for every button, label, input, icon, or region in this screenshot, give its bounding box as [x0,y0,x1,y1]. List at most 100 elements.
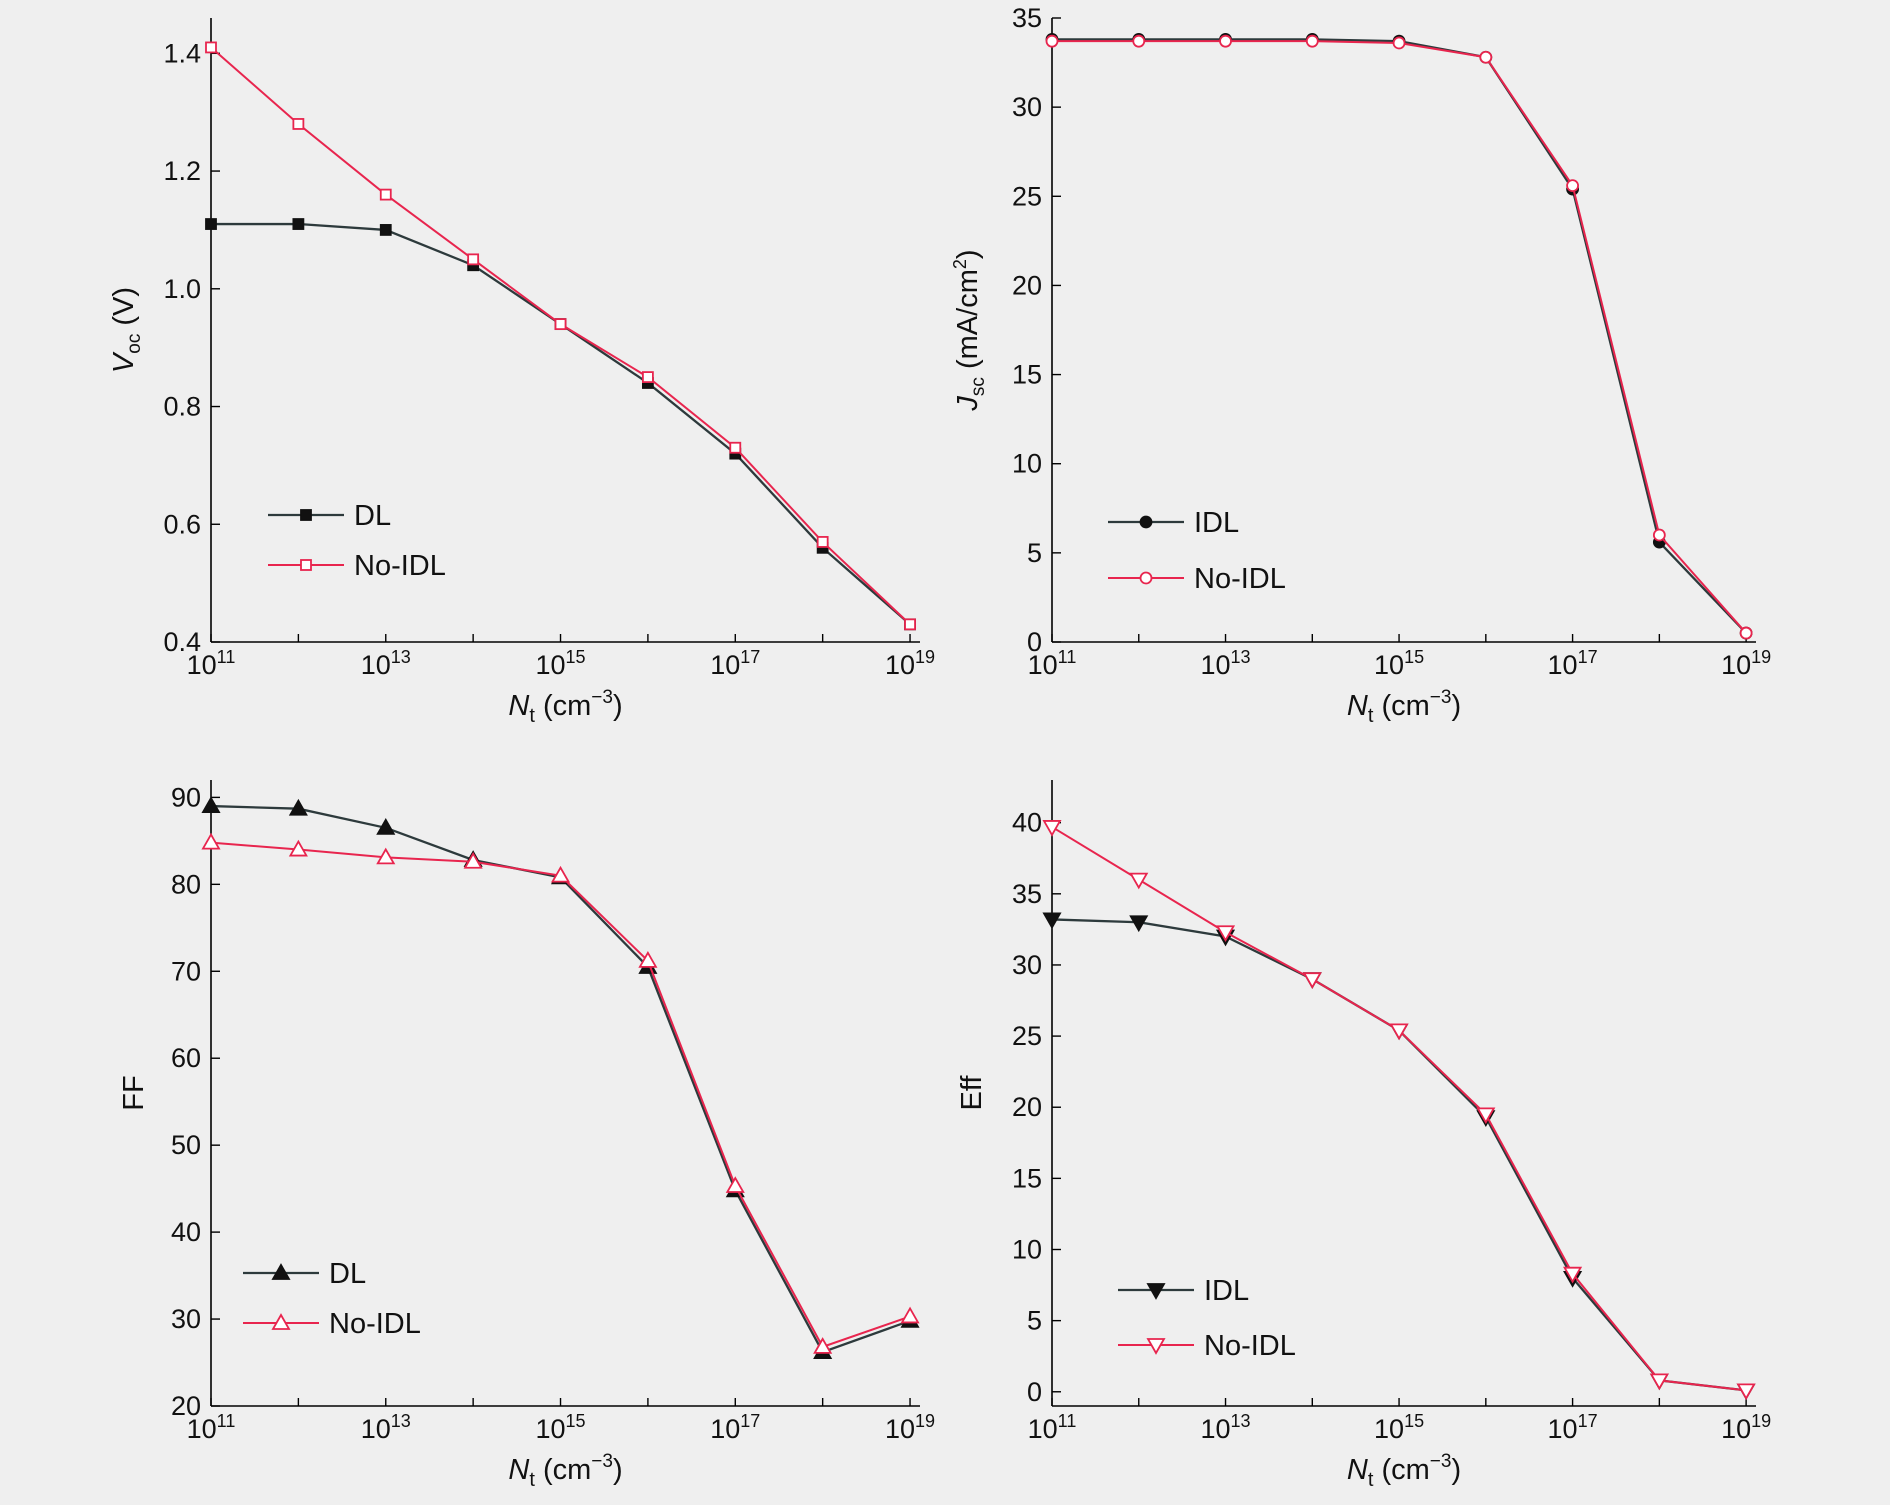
legend-label: IDL [1194,507,1239,539]
y-tick-label: 1.2 [163,156,201,186]
data-point-dl [288,798,308,816]
data-point-no-idl [292,118,305,130]
x-axis-label: Nt (cm−3) [1347,1451,1461,1491]
legend-marker [1146,1283,1166,1300]
data-point-no-idl [1215,925,1236,943]
data-point-no-idl [813,1337,833,1354]
x-tick-label: 1011 [1028,1411,1077,1444]
data-point-no-idl [205,41,217,54]
legend-label: No-IDL [1194,563,1286,595]
x-tick-label: 1011 [1028,647,1077,680]
y-tick-label: 1.4 [163,38,201,68]
series-line-idl [1052,38,1747,634]
y-tick-label: 10 [1012,449,1042,479]
chart-panel-bottom-left: 20 30 40 50 60 70 80 90 1011 1013 1015 1017 1019 Nt (… [118,780,935,1491]
data-point-no-idl [904,618,916,631]
data-point-dl [201,796,221,813]
y-tick-label: 0.8 [163,392,201,422]
y-tick-label: 0 [1027,1377,1042,1407]
y-tick-label: 35 [1012,879,1042,909]
y-tick-label: 30 [1012,92,1042,122]
y-tick-label: 25 [1012,1021,1042,1051]
x-tick-label: 1013 [361,647,411,680]
x-axis-label: Nt (cm−3) [508,1451,622,1491]
data-point-idl [1042,912,1062,930]
data-point-dl [292,218,305,230]
y-axis-label: Eff [956,1075,988,1111]
legend-label: IDL [1204,1275,1249,1307]
x-tick-label: 1013 [361,1411,411,1444]
y-tick-label: 90 [171,782,201,812]
data-point-no-idl [642,371,654,383]
x-axis-label: Nt (cm−3) [508,687,622,727]
x-tick-label: 1017 [1548,647,1598,680]
y-tick-label: 25 [1012,181,1042,211]
x-tick-label: 1013 [1200,647,1250,680]
data-point-no-idl [1045,34,1059,48]
y-tick-label: 35 [1012,3,1042,33]
data-point-dl [379,224,392,236]
data-point-idl [1129,915,1149,933]
data-point-no-idl [379,188,392,201]
series-line-dl [210,804,911,1354]
data-point-no-idl [725,1176,745,1193]
x-tick-label: 1015 [1374,1411,1424,1444]
data-point-no-idl [1652,528,1666,542]
data-point-dl [205,218,217,230]
y-axis-label: Jsc (mA/cm2) [950,249,989,411]
x-tick-label: 1019 [1721,647,1771,680]
data-point-no-idl [729,441,742,454]
y-tick-label: 10 [1012,1235,1042,1265]
y-tick-label: 20 [171,1391,201,1421]
legend-marker [300,509,312,521]
data-point-no-idl [1392,36,1406,50]
x-axis-label: Nt (cm−3) [1347,687,1461,727]
legend-label: No-IDL [354,550,446,582]
data-point-no-idl [1563,1266,1583,1284]
data-point-no-idl [900,1306,920,1324]
x-tick-label: 1013 [1200,1411,1250,1444]
data-point-no-idl [554,318,567,331]
x-tick-label: 1015 [535,647,585,680]
y-tick-label: 15 [1012,1163,1042,1193]
y-tick-label: 5 [1027,1306,1042,1336]
data-point-no-idl [550,865,571,883]
legend-marker [300,559,312,571]
data-point-no-idl [1129,872,1149,890]
data-point-no-idl [1219,34,1232,48]
y-axis-label: FF [118,1075,150,1110]
x-tick-label: 1019 [885,1411,935,1444]
legend-marker [271,1313,291,1330]
data-point-no-idl [288,839,308,857]
x-tick-label: 1017 [710,1411,760,1444]
series-line-idl [1051,918,1747,1392]
x-tick-label: 1011 [187,647,236,680]
y-tick-label: 70 [171,956,201,986]
data-point-no-idl [1042,820,1062,837]
y-tick-label: 60 [171,1043,201,1073]
data-point-no-idl [201,832,221,850]
y-axis-label: Voc (V) [108,287,145,373]
y-tick-label: 5 [1027,538,1042,568]
data-point-no-idl [1476,1107,1496,1125]
legend-marker [1139,571,1153,585]
series-line-no-idl [210,46,911,626]
legend-label: DL [354,500,391,532]
x-tick-label: 1015 [535,1411,585,1444]
legend-label: No-IDL [329,1308,421,1340]
y-tick-label: 20 [1012,1092,1042,1122]
series-line-no-idl [1051,826,1747,1392]
y-tick-label: 15 [1012,360,1042,390]
y-tick-label: 40 [1012,808,1042,838]
x-tick-label: 1017 [1548,1411,1598,1444]
y-tick-label: 50 [171,1130,201,1160]
data-point-no-idl [1305,34,1319,48]
x-tick-label: 1019 [1721,1411,1771,1444]
x-tick-label: 1011 [187,1411,236,1444]
legend-marker [271,1263,291,1280]
chart-panel-top-left: 0.4 0.6 0.8 1.0 1.2 1.4 1011 1013 1015 1017 1019 Nt… [108,18,935,727]
y-tick-label: 1.0 [163,274,201,304]
